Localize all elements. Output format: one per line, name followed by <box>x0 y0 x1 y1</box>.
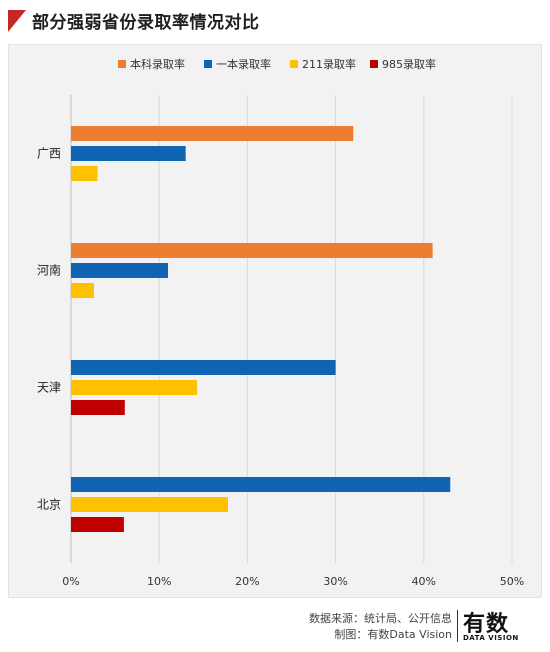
legend-swatch <box>204 60 212 68</box>
bar <box>71 146 186 161</box>
legend-label: 211录取率 <box>302 57 356 71</box>
bar <box>71 166 98 181</box>
bar <box>71 477 451 492</box>
legend-swatch <box>118 60 126 68</box>
y-category-label: 天津 <box>37 381 61 395</box>
legend-swatch <box>370 60 378 68</box>
y-category-label: 广西 <box>37 147 61 161</box>
legend-label: 一本录取率 <box>216 57 271 71</box>
x-tick-label: 30% <box>323 575 347 588</box>
brand-logo-text: 有数 <box>463 612 510 637</box>
bar <box>71 283 94 298</box>
y-category-label: 北京 <box>37 498 61 512</box>
bar <box>71 517 124 532</box>
chart-title: 部分强弱省份录取率情况对比 <box>32 13 260 33</box>
x-tick-label: 20% <box>235 575 259 588</box>
bar <box>71 263 169 278</box>
bar <box>71 380 198 395</box>
chart-panel: 本科录取率 一本录取率 211录取率 985录取率 0% 10% 20% 30% 40% 50% 广… <box>8 44 542 598</box>
footer-divider <box>457 610 458 642</box>
data-source-text: 数据来源：统计局、公开信息 <box>309 612 452 625</box>
brand-logo-subtext: DATA VISION <box>463 634 519 642</box>
legend-label: 本科录取率 <box>130 57 185 71</box>
bar <box>71 497 228 512</box>
x-tick-label: 10% <box>147 575 171 588</box>
x-tick-label: 0% <box>62 575 79 588</box>
y-category-label: 河南 <box>37 263 61 278</box>
x-tick-label: 40% <box>412 575 436 588</box>
title-accent-mark <box>8 10 26 32</box>
bar <box>71 360 336 375</box>
footer-credits: 数据来源：统计局、公开信息 制图：有数Data Vision <box>309 611 452 643</box>
bar <box>71 400 125 415</box>
made-by-text: 制图：有数Data Vision <box>334 628 452 641</box>
bar <box>71 243 433 258</box>
bar-chart: 本科录取率 一本录取率 211录取率 985录取率 0% 10% 20% 30% 40% 50% 广… <box>37 57 524 588</box>
bar <box>71 126 354 141</box>
x-tick-label: 50% <box>500 575 524 588</box>
legend-label: 985录取率 <box>382 57 436 71</box>
legend-swatch <box>290 60 298 68</box>
